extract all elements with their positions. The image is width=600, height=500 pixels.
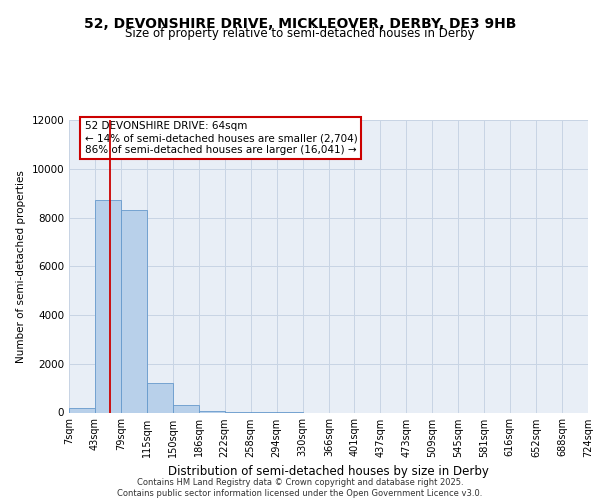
Text: Size of property relative to semi-detached houses in Derby: Size of property relative to semi-detach… [125,28,475,40]
Text: 52, DEVONSHIRE DRIVE, MICKLEOVER, DERBY, DE3 9HB: 52, DEVONSHIRE DRIVE, MICKLEOVER, DERBY,… [84,18,516,32]
Y-axis label: Number of semi-detached properties: Number of semi-detached properties [16,170,26,362]
Bar [95,200,121,412]
X-axis label: Distribution of semi-detached houses by size in Derby: Distribution of semi-detached houses by … [168,465,489,478]
Bar [121,210,147,412]
Bar [69,408,95,412]
Text: Contains HM Land Registry data © Crown copyright and database right 2025.
Contai: Contains HM Land Registry data © Crown c… [118,478,482,498]
Text: 52 DEVONSHIRE DRIVE: 64sqm
← 14% of semi-detached houses are smaller (2,704)
86%: 52 DEVONSHIRE DRIVE: 64sqm ← 14% of semi… [85,122,358,154]
Bar [173,404,199,412]
Bar [199,411,224,412]
Bar [147,383,173,412]
